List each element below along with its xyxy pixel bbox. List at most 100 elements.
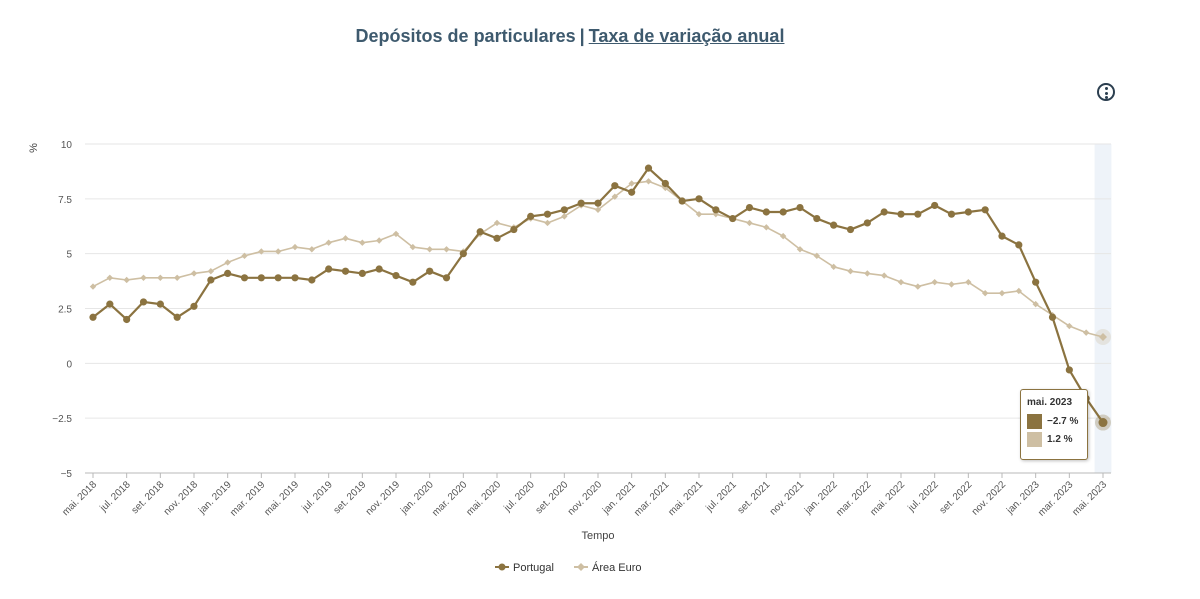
data-point-portugal[interactable] bbox=[409, 278, 417, 286]
data-point-portugal[interactable] bbox=[476, 228, 484, 236]
data-point-portugal[interactable] bbox=[308, 276, 316, 284]
data-point-portugal[interactable] bbox=[1065, 366, 1073, 374]
data-point-portugal[interactable] bbox=[931, 201, 939, 210]
data-point-area-euro[interactable] bbox=[965, 278, 972, 286]
data-point-portugal[interactable] bbox=[964, 208, 972, 216]
data-point-area-euro[interactable] bbox=[981, 289, 989, 297]
data-point-area-euro[interactable] bbox=[897, 278, 905, 286]
data-point-area-euro[interactable] bbox=[493, 219, 501, 227]
data-point-portugal[interactable] bbox=[998, 232, 1006, 240]
data-point-area-euro[interactable] bbox=[1082, 329, 1090, 336]
data-point-portugal[interactable] bbox=[341, 267, 350, 275]
data-point-portugal[interactable] bbox=[392, 272, 400, 280]
data-point-portugal[interactable] bbox=[897, 210, 905, 218]
data-point-portugal[interactable] bbox=[762, 208, 770, 216]
data-point-area-euro[interactable] bbox=[847, 268, 854, 275]
data-point-area-euro[interactable] bbox=[645, 178, 652, 185]
data-point-area-euro[interactable] bbox=[1066, 322, 1073, 330]
data-point-area-euro[interactable] bbox=[611, 193, 619, 200]
data-point-portugal[interactable] bbox=[846, 225, 855, 234]
data-point-portugal[interactable] bbox=[527, 212, 535, 220]
data-point-area-euro[interactable] bbox=[409, 243, 417, 251]
data-point-portugal[interactable] bbox=[594, 199, 602, 207]
data-point-portugal[interactable] bbox=[779, 208, 787, 216]
data-point-area-euro[interactable] bbox=[763, 224, 770, 231]
data-point-portugal[interactable] bbox=[325, 265, 333, 273]
data-point-portugal[interactable] bbox=[577, 199, 585, 207]
chart-title-link[interactable]: Taxa de variação anual bbox=[588, 26, 785, 46]
data-point-area-euro[interactable] bbox=[880, 272, 888, 279]
data-point-area-euro[interactable] bbox=[426, 246, 433, 253]
data-point-portugal[interactable] bbox=[880, 208, 888, 216]
data-point-portugal[interactable] bbox=[560, 206, 568, 214]
data-point-area-euro[interactable] bbox=[190, 270, 198, 277]
data-point-portugal[interactable] bbox=[207, 276, 215, 284]
data-point-portugal[interactable] bbox=[358, 269, 366, 278]
data-point-portugal[interactable] bbox=[644, 164, 653, 172]
data-point-portugal[interactable] bbox=[628, 188, 636, 196]
data-point-portugal[interactable] bbox=[695, 195, 703, 203]
data-point-area-euro[interactable] bbox=[443, 246, 450, 253]
legend-item-area-euro[interactable]: Área Euro bbox=[574, 561, 642, 574]
data-point-area-euro[interactable] bbox=[594, 206, 602, 213]
data-point-area-euro[interactable] bbox=[173, 274, 181, 281]
data-point-portugal[interactable] bbox=[712, 206, 720, 214]
data-point-area-euro[interactable] bbox=[224, 259, 231, 266]
data-point-area-euro[interactable] bbox=[813, 252, 821, 260]
data-point-portugal[interactable] bbox=[830, 221, 838, 229]
data-point-portugal[interactable] bbox=[745, 204, 754, 212]
data-point-area-euro[interactable] bbox=[931, 278, 938, 286]
data-point-area-euro[interactable] bbox=[830, 263, 837, 271]
data-point-area-euro[interactable] bbox=[258, 248, 265, 255]
data-point-portugal[interactable] bbox=[947, 210, 956, 218]
data-point-portugal[interactable] bbox=[1032, 278, 1040, 286]
data-point-portugal[interactable] bbox=[123, 315, 131, 324]
data-point-portugal[interactable] bbox=[493, 234, 501, 242]
data-point-area-euro[interactable] bbox=[241, 252, 248, 260]
data-point-portugal[interactable] bbox=[1048, 313, 1057, 321]
data-point-area-euro[interactable] bbox=[628, 180, 635, 187]
data-point-portugal[interactable] bbox=[89, 313, 97, 321]
data-point-area-euro[interactable] bbox=[746, 219, 753, 227]
data-point-area-euro[interactable] bbox=[779, 232, 787, 240]
data-point-area-euro[interactable] bbox=[796, 246, 804, 253]
data-point-area-euro[interactable] bbox=[1015, 287, 1023, 295]
data-point-area-euro[interactable] bbox=[89, 283, 97, 290]
data-point-portugal[interactable] bbox=[224, 269, 232, 278]
data-point-area-euro[interactable] bbox=[561, 213, 568, 220]
data-point-portugal[interactable] bbox=[796, 204, 804, 212]
data-point-area-euro[interactable] bbox=[291, 243, 299, 251]
data-point-portugal[interactable] bbox=[543, 210, 552, 218]
data-point-portugal[interactable] bbox=[274, 274, 282, 282]
data-point-area-euro[interactable] bbox=[207, 268, 215, 275]
data-point-area-euro[interactable] bbox=[1032, 300, 1039, 308]
data-point-portugal[interactable] bbox=[981, 206, 989, 214]
data-point-portugal[interactable] bbox=[1098, 418, 1108, 428]
data-point-area-euro[interactable] bbox=[998, 289, 1006, 297]
data-point-portugal[interactable] bbox=[661, 179, 669, 188]
data-point-portugal[interactable] bbox=[106, 300, 114, 308]
data-point-area-euro[interactable] bbox=[392, 230, 400, 238]
data-point-portugal[interactable] bbox=[173, 313, 181, 321]
data-point-portugal[interactable] bbox=[729, 214, 737, 223]
data-point-portugal[interactable] bbox=[375, 265, 383, 273]
data-point-portugal[interactable] bbox=[611, 182, 619, 190]
data-point-portugal[interactable] bbox=[510, 225, 518, 234]
data-point-portugal[interactable] bbox=[459, 250, 467, 258]
legend-item-portugal[interactable]: Portugal bbox=[495, 562, 554, 574]
data-point-portugal[interactable] bbox=[914, 210, 922, 218]
data-point-portugal[interactable] bbox=[190, 302, 198, 310]
data-point-portugal[interactable] bbox=[1015, 241, 1023, 249]
data-point-portugal[interactable] bbox=[442, 274, 451, 282]
data-point-area-euro[interactable] bbox=[662, 184, 669, 192]
data-point-portugal[interactable] bbox=[678, 197, 686, 205]
data-point-portugal[interactable] bbox=[156, 300, 164, 308]
data-point-portugal[interactable] bbox=[813, 214, 821, 223]
data-point-area-euro[interactable] bbox=[342, 235, 349, 242]
data-point-portugal[interactable] bbox=[257, 274, 265, 282]
data-point-area-euro[interactable] bbox=[140, 274, 147, 281]
data-point-area-euro[interactable] bbox=[695, 210, 703, 218]
data-point-area-euro[interactable] bbox=[274, 248, 282, 255]
data-point-portugal[interactable] bbox=[139, 298, 148, 306]
data-point-area-euro[interactable] bbox=[308, 246, 316, 253]
